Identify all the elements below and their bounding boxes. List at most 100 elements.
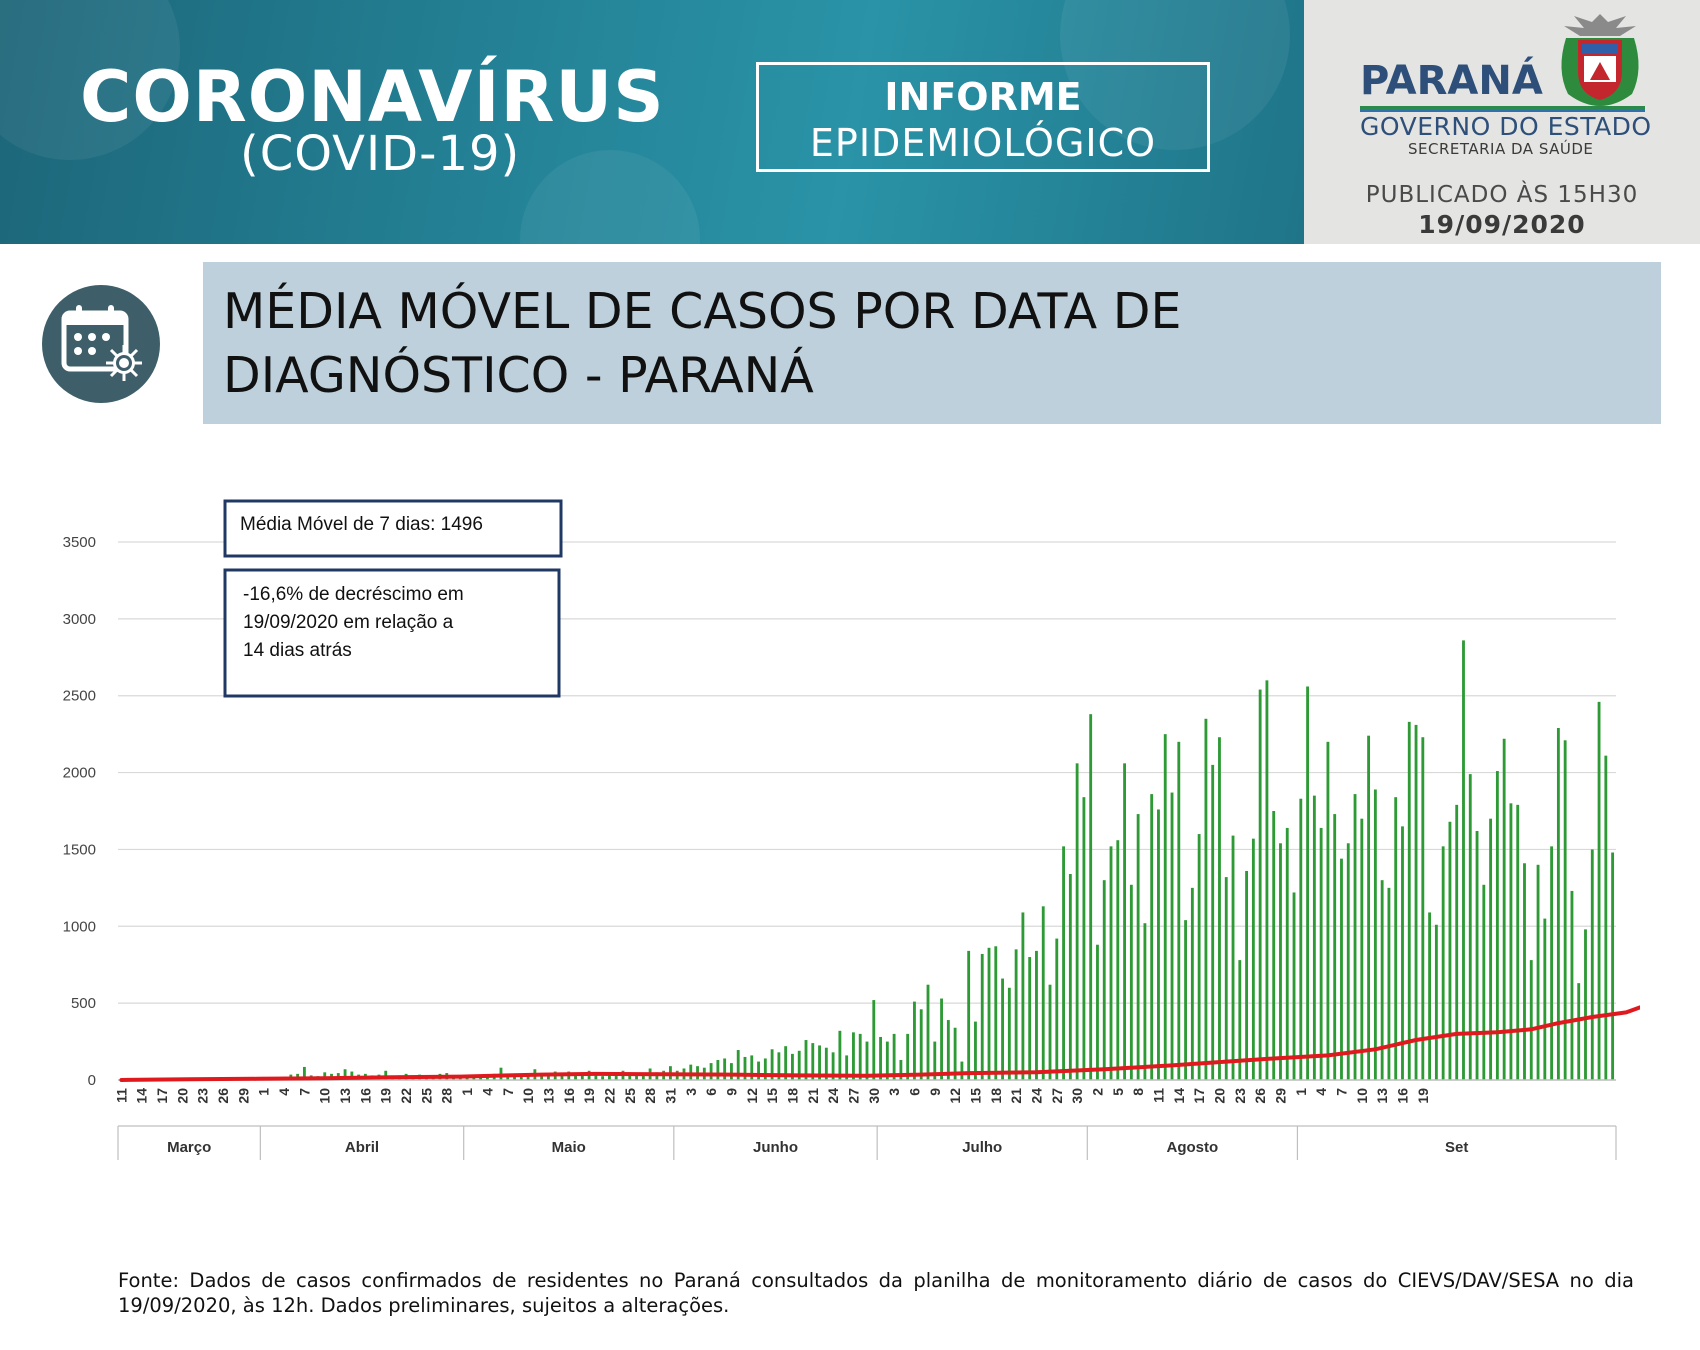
- bar: [1102, 880, 1106, 1080]
- bar: [1116, 840, 1120, 1080]
- bar: [1550, 846, 1554, 1080]
- bar: [614, 1073, 618, 1080]
- bar: [980, 953, 984, 1080]
- bar: [1238, 960, 1242, 1080]
- bar: [709, 1063, 713, 1080]
- bar: [513, 1076, 516, 1080]
- bar: [1197, 834, 1201, 1080]
- x-tick-label: 19: [581, 1088, 597, 1104]
- y-tick-label: 3500: [63, 534, 96, 551]
- bar: [689, 1064, 693, 1080]
- bar: [777, 1052, 781, 1080]
- bar: [1455, 804, 1459, 1080]
- bar: [919, 1009, 923, 1080]
- government-label: GOVERNO DO ESTADO: [1360, 112, 1652, 141]
- bar: [1157, 809, 1160, 1080]
- x-tick-label: 23: [195, 1088, 211, 1104]
- section-title-line1: MÉDIA MÓVEL DE CASOS POR DATA DE: [223, 283, 1182, 340]
- bar: [1190, 887, 1194, 1080]
- bar: [1204, 718, 1208, 1080]
- bar: [574, 1075, 577, 1080]
- x-tick-label: 12: [947, 1088, 963, 1104]
- x-tick-label: 13: [1374, 1088, 1390, 1104]
- x-tick-label: 7: [296, 1088, 312, 1096]
- bar: [1163, 734, 1167, 1080]
- x-tick-label: 27: [845, 1088, 861, 1104]
- bar: [946, 1020, 950, 1080]
- x-tick-label: 24: [1028, 1088, 1044, 1104]
- bar: [1096, 944, 1099, 1080]
- bar: [1543, 918, 1547, 1080]
- informe-line2: EPIDEMIOLÓGICO: [809, 121, 1157, 165]
- y-tick-label: 500: [71, 995, 96, 1012]
- decrease-annotation-line: 14 dias atrás: [243, 640, 352, 661]
- x-tick-label: 17: [1191, 1088, 1207, 1104]
- bar: [1346, 843, 1350, 1080]
- section-title: MÉDIA MÓVEL DE CASOS POR DATA DE DIAGNÓS…: [223, 280, 1181, 408]
- bar: [1434, 924, 1438, 1080]
- bar: [757, 1061, 760, 1080]
- y-tick-label: 2000: [63, 765, 96, 782]
- bar: [879, 1036, 882, 1080]
- x-tick-label: 7: [1333, 1088, 1349, 1096]
- x-tick-label: 19: [378, 1088, 394, 1104]
- secretariat-label: SECRETARIA DA SAÚDE: [1408, 140, 1594, 158]
- bar: [1123, 763, 1126, 1080]
- bar: [770, 1049, 774, 1080]
- state-name: PARANÁ: [1360, 58, 1543, 104]
- x-tick-label: 7: [500, 1088, 516, 1096]
- x-tick-label: 28: [439, 1088, 455, 1104]
- bar: [1353, 794, 1357, 1080]
- bar: [1285, 827, 1289, 1080]
- bar: [1414, 724, 1418, 1080]
- x-tick-label: 11: [1150, 1088, 1166, 1103]
- bar: [546, 1073, 550, 1080]
- x-tick-label: 24: [825, 1088, 841, 1104]
- bar: [1306, 686, 1310, 1080]
- bar: [716, 1060, 720, 1080]
- bar: [1489, 818, 1493, 1080]
- bar: [1448, 821, 1452, 1080]
- x-tick-label: 20: [1211, 1088, 1227, 1104]
- bar: [465, 1076, 469, 1080]
- bar: [818, 1045, 821, 1080]
- bar: [811, 1043, 815, 1080]
- government-panel: PARANÁ GOVERNO DO ESTADO SECRETARIA DA S…: [1304, 0, 1700, 244]
- bar: [730, 1063, 733, 1080]
- bar: [1475, 830, 1479, 1080]
- bar: [343, 1069, 347, 1080]
- x-tick-label: 10: [1354, 1088, 1370, 1104]
- bar: [892, 1033, 896, 1080]
- x-tick-label: 18: [784, 1088, 800, 1104]
- bar: [580, 1073, 584, 1080]
- bar: [750, 1055, 754, 1080]
- decrease-annotation-line: -16,6% de decréscimo em: [243, 584, 464, 605]
- coat-of-arms-icon: [1561, 14, 1639, 106]
- bar: [1035, 950, 1038, 1080]
- bar: [1360, 818, 1364, 1080]
- bar: [1401, 826, 1404, 1080]
- bar: [1584, 929, 1587, 1080]
- bar: [1143, 923, 1147, 1080]
- x-tick-label: 21: [805, 1088, 821, 1104]
- bar: [1129, 884, 1133, 1080]
- x-tick-label: 13: [337, 1088, 353, 1104]
- bar: [974, 1021, 977, 1080]
- bar: [1556, 727, 1560, 1080]
- x-tick-label: 26: [215, 1088, 231, 1104]
- x-tick-label: 30: [866, 1088, 882, 1104]
- bar: [302, 1066, 306, 1080]
- bar: [1170, 792, 1174, 1080]
- bar: [1048, 984, 1052, 1080]
- bar: [1299, 798, 1303, 1080]
- bar: [608, 1075, 611, 1080]
- bar: [1062, 846, 1065, 1080]
- bar: [1272, 811, 1276, 1080]
- bar: [635, 1074, 638, 1080]
- bar: [1523, 863, 1526, 1080]
- x-tick-label: 5: [1110, 1088, 1126, 1096]
- x-tick-label: 25: [418, 1088, 434, 1104]
- bar: [791, 1053, 794, 1080]
- x-tick-label: 13: [540, 1088, 556, 1104]
- decrease-annotation-line: 19/09/2020 em relação a: [243, 612, 454, 633]
